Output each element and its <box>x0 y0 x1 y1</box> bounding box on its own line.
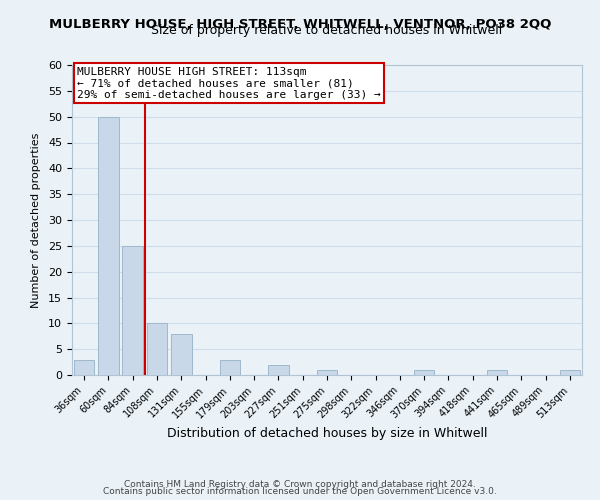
Bar <box>268 364 289 375</box>
Bar <box>414 370 434 375</box>
Text: Contains public sector information licensed under the Open Government Licence v3: Contains public sector information licen… <box>103 487 497 496</box>
Bar <box>122 246 143 375</box>
Text: MULBERRY HOUSE, HIGH STREET, WHITWELL, VENTNOR, PO38 2QQ: MULBERRY HOUSE, HIGH STREET, WHITWELL, V… <box>49 18 551 30</box>
Y-axis label: Number of detached properties: Number of detached properties <box>31 132 41 308</box>
Bar <box>98 116 119 375</box>
Bar <box>146 324 167 375</box>
Bar <box>317 370 337 375</box>
Bar <box>560 370 580 375</box>
X-axis label: Distribution of detached houses by size in Whitwell: Distribution of detached houses by size … <box>167 426 487 440</box>
Title: Size of property relative to detached houses in Whitwell: Size of property relative to detached ho… <box>151 24 503 38</box>
Bar <box>220 360 240 375</box>
Text: MULBERRY HOUSE HIGH STREET: 113sqm
← 71% of detached houses are smaller (81)
29%: MULBERRY HOUSE HIGH STREET: 113sqm ← 71%… <box>77 66 381 100</box>
Text: Contains HM Land Registry data © Crown copyright and database right 2024.: Contains HM Land Registry data © Crown c… <box>124 480 476 489</box>
Bar <box>74 360 94 375</box>
Bar <box>171 334 191 375</box>
Bar <box>487 370 508 375</box>
